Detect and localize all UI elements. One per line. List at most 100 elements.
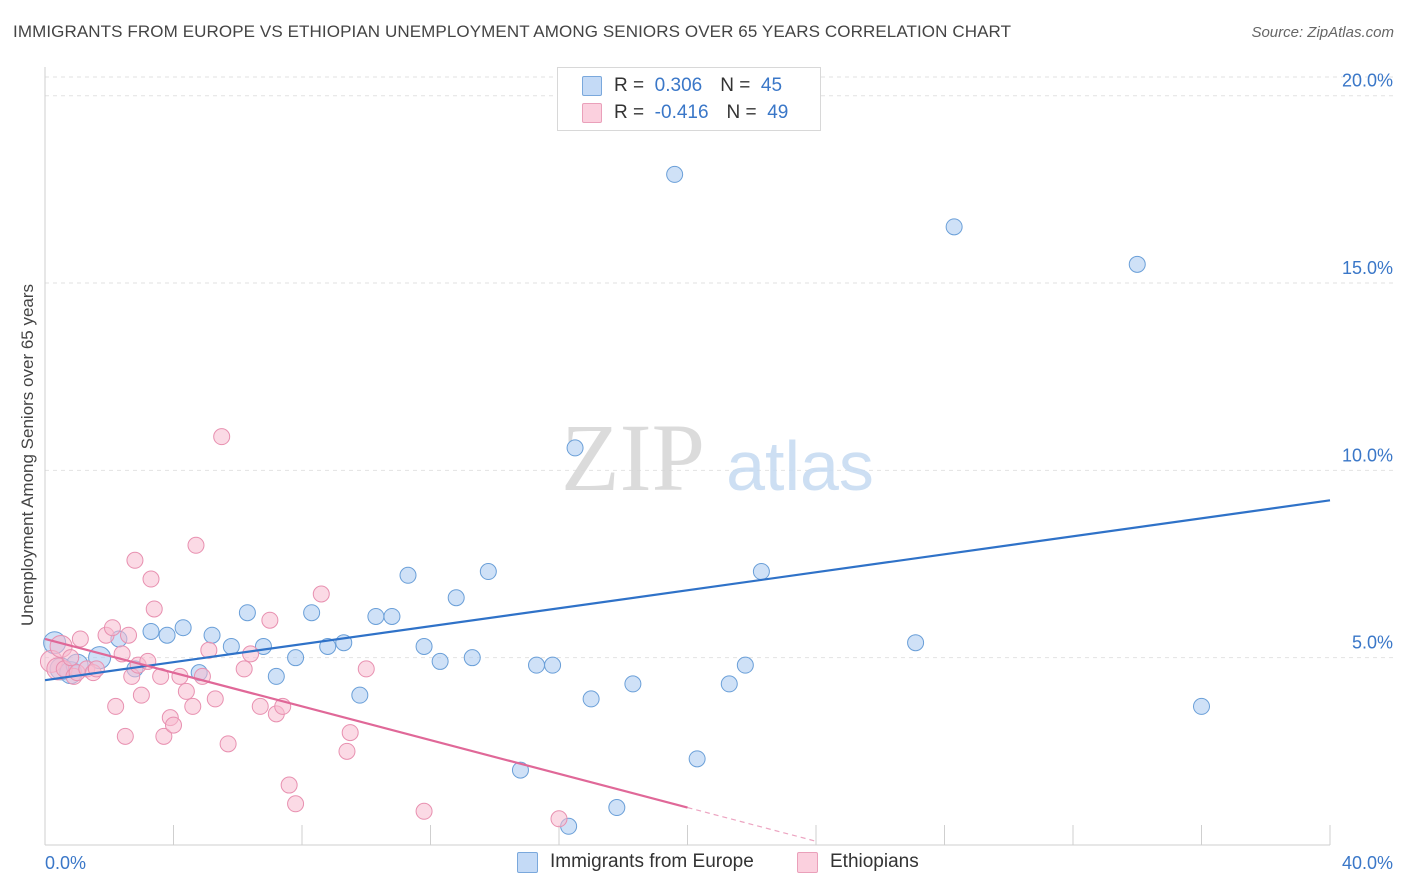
point-ethiopians — [338, 742, 356, 760]
point-europe — [222, 637, 240, 655]
legend-n-value: 45 — [760, 75, 783, 96]
legend-n-value: 49 — [767, 102, 789, 123]
point-ethiopians — [126, 551, 144, 569]
gridlines — [45, 76, 1395, 659]
point-ethiopians — [341, 724, 359, 742]
point-ethiopians — [213, 428, 231, 446]
x-tick-label: 0.0% — [45, 853, 86, 873]
point-europe — [415, 637, 433, 655]
point-europe — [528, 656, 546, 674]
point-europe — [303, 604, 321, 622]
point-europe — [720, 675, 738, 693]
legend-r-label: R = — [614, 75, 645, 96]
series-legend-ethiopians[interactable]: Ethiopians — [797, 851, 919, 873]
trend-line-europe — [44, 499, 1331, 682]
x-tick-label: 40.0% — [1342, 853, 1393, 873]
series-legend: Immigrants from Europe Ethiopians — [0, 851, 1406, 879]
point-ethiopians — [155, 727, 173, 745]
point-ethiopians — [116, 727, 134, 745]
point-europe — [907, 634, 925, 652]
axes — [44, 67, 1331, 846]
point-europe — [351, 686, 369, 704]
point-europe — [238, 604, 256, 622]
point-ethiopians — [132, 686, 150, 704]
point-europe — [736, 656, 754, 674]
legend-n-label: N = — [726, 102, 757, 123]
point-ethiopians — [184, 697, 202, 715]
y-tick-label: 20.0% — [1342, 71, 1393, 91]
data-points — [39, 165, 1210, 835]
point-ethiopians — [187, 536, 205, 554]
point-ethiopians — [357, 660, 375, 678]
point-europe — [174, 619, 192, 637]
point-ethiopians — [165, 716, 182, 734]
point-europe — [267, 667, 285, 685]
point-europe — [287, 649, 305, 667]
point-ethiopians — [71, 630, 89, 648]
point-europe — [142, 622, 160, 640]
point-ethiopians — [251, 697, 269, 715]
watermark-atlas: atlas — [726, 427, 874, 505]
point-ethiopians — [62, 649, 80, 667]
point-europe — [945, 218, 963, 236]
point-ethiopians — [145, 600, 163, 618]
point-ethiopians — [206, 690, 224, 708]
point-ethiopians — [219, 735, 237, 753]
point-europe — [399, 566, 417, 584]
point-europe — [203, 626, 221, 644]
point-europe — [582, 690, 600, 708]
point-ethiopians — [107, 697, 125, 715]
chart-title: IMMIGRANTS FROM EUROPE VS ETHIOPIAN UNEM… — [13, 22, 1012, 41]
point-ethiopians — [261, 611, 279, 629]
point-ethiopians — [242, 645, 260, 663]
point-ethiopians — [280, 776, 298, 794]
watermark-zip: ZIP — [561, 404, 705, 511]
point-ethiopians — [177, 682, 195, 700]
point-europe — [463, 649, 481, 667]
point-europe — [158, 626, 176, 644]
point-europe — [383, 607, 401, 625]
point-europe — [608, 799, 626, 817]
trend-line-ethiopians — [44, 637, 688, 809]
legend-r-value: 0.306 — [654, 75, 703, 96]
trend-lines — [44, 499, 1331, 842]
point-europe — [666, 165, 684, 183]
trend-line-ethiopians-extension — [687, 806, 817, 842]
point-europe — [511, 761, 529, 779]
point-europe — [367, 607, 385, 625]
series-name-ethiopians: Ethiopians — [830, 851, 919, 872]
point-europe — [688, 750, 706, 768]
point-ethiopians — [287, 795, 305, 813]
point-ethiopians — [415, 802, 433, 820]
series-name-europe: Immigrants from Europe — [550, 851, 754, 872]
y-tick-label: 15.0% — [1342, 258, 1393, 278]
point-europe — [1193, 697, 1210, 715]
legend-n-label: N = — [720, 75, 751, 96]
point-europe — [319, 637, 337, 655]
point-ethiopians — [550, 810, 568, 828]
y-tick-label: 5.0% — [1352, 633, 1393, 653]
y-tick-label: 10.0% — [1342, 445, 1393, 465]
legend-r-value: -0.416 — [654, 102, 709, 123]
point-ethiopians — [103, 619, 121, 637]
point-europe — [624, 675, 642, 693]
legend-row-ethiopians: R = -0.416 N = 49 — [582, 100, 788, 126]
point-ethiopians — [312, 585, 330, 603]
point-europe — [752, 563, 770, 581]
tick-labels: 5.0% 10.0% 15.0% 20.0% 0.0% 40.0% — [45, 71, 1393, 873]
legend-r-label: R = — [614, 102, 645, 123]
series-swatch-ethiopians — [797, 851, 818, 873]
point-ethiopians — [142, 570, 160, 588]
point-europe — [566, 439, 584, 457]
series-legend-europe[interactable]: Immigrants from Europe — [517, 851, 754, 873]
point-europe — [1128, 255, 1146, 273]
point-europe — [447, 589, 465, 607]
point-europe — [431, 652, 449, 670]
source-label: Source: ZipAtlas.com — [1251, 24, 1394, 41]
legend-swatch-europe — [582, 76, 602, 96]
series-swatch-europe — [517, 851, 538, 873]
point-europe — [544, 656, 562, 674]
point-ethiopians — [235, 660, 253, 678]
point-europe — [479, 563, 497, 581]
